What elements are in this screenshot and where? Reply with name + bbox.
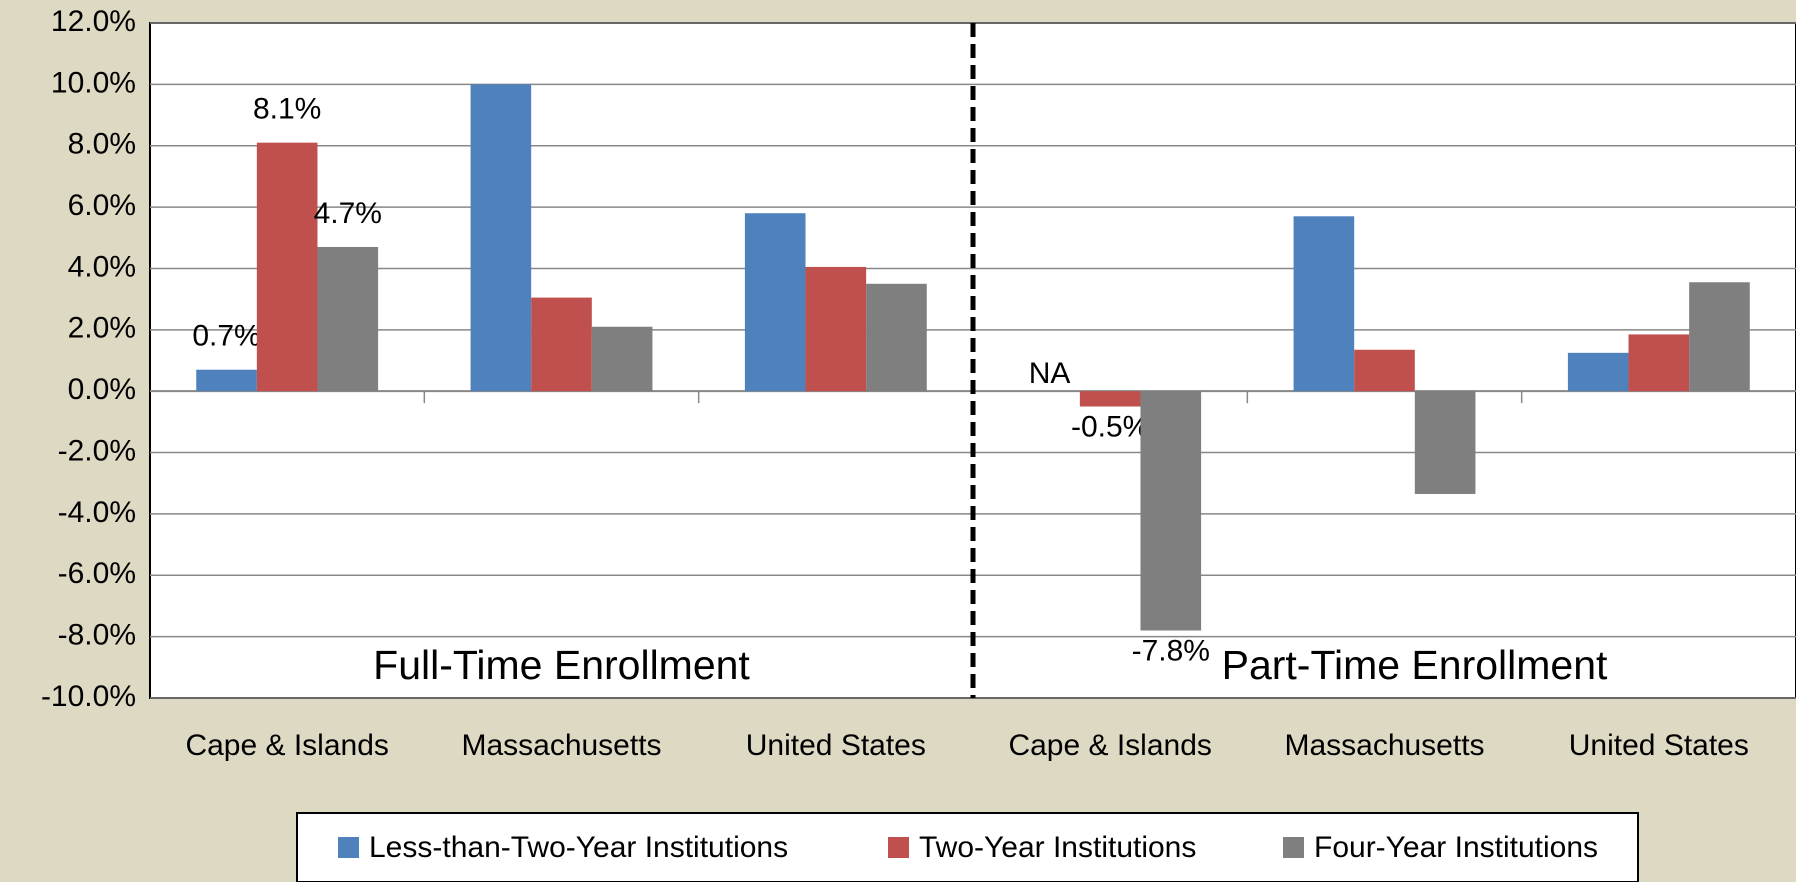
legend-box: [296, 812, 1639, 882]
y-tick-label: 8.0%: [68, 128, 136, 161]
bar: [1354, 349, 1415, 392]
bar: [744, 213, 806, 392]
bar: [1628, 334, 1690, 392]
data-label: NA: [1029, 357, 1071, 390]
y-tick-label: 0.0%: [68, 373, 136, 406]
annotation: Full-Time Enrollment: [373, 642, 750, 688]
y-tick-label: -8.0%: [58, 619, 136, 652]
bar: [1079, 391, 1141, 407]
data-label: -7.8%: [1132, 634, 1210, 667]
legend-swatch: [888, 837, 909, 858]
y-tick-label: 6.0%: [68, 189, 136, 222]
bar: [470, 84, 532, 392]
bar: [1293, 216, 1355, 392]
bar: [1567, 352, 1629, 392]
bar: [805, 266, 867, 392]
y-tick-label: 10.0%: [51, 66, 136, 99]
x-tick-label: United States: [746, 729, 926, 762]
legend-label: Two-Year Institutions: [919, 831, 1196, 864]
data-label: -0.5%: [1071, 410, 1149, 443]
x-tick-label: Cape & Islands: [1008, 729, 1211, 762]
bar: [1414, 391, 1476, 494]
data-label: 4.7%: [314, 197, 382, 230]
y-tick-label: -4.0%: [58, 496, 136, 529]
bar: [256, 142, 318, 392]
x-tick-label: Massachusetts: [461, 729, 661, 762]
legend-label: Four-Year Institutions: [1314, 831, 1598, 864]
y-tick-label: 4.0%: [68, 250, 136, 283]
bar: [531, 297, 592, 392]
x-tick-label: Massachusetts: [1284, 729, 1484, 762]
legend-swatch: [338, 837, 359, 858]
data-label: 8.1%: [253, 93, 321, 126]
bar: [591, 326, 653, 392]
data-label: 0.7%: [192, 320, 260, 353]
y-tick-label: 2.0%: [68, 312, 136, 345]
y-tick-label: 12.0%: [51, 5, 136, 38]
y-tick-label: -10.0%: [41, 680, 136, 713]
legend-label: Less-than-Two-Year Institutions: [369, 831, 788, 864]
y-tick-label: -6.0%: [58, 557, 136, 590]
annotation: Part-Time Enrollment: [1222, 642, 1608, 688]
bar: [317, 246, 379, 392]
y-tick-label: -2.0%: [58, 434, 136, 467]
legend-swatch: [1283, 837, 1304, 858]
bar: [1689, 282, 1750, 392]
x-tick-label: Cape & Islands: [185, 729, 388, 762]
bar: [866, 283, 927, 392]
bar: [196, 369, 257, 392]
bar: [1140, 391, 1202, 631]
x-tick-label: United States: [1569, 729, 1749, 762]
